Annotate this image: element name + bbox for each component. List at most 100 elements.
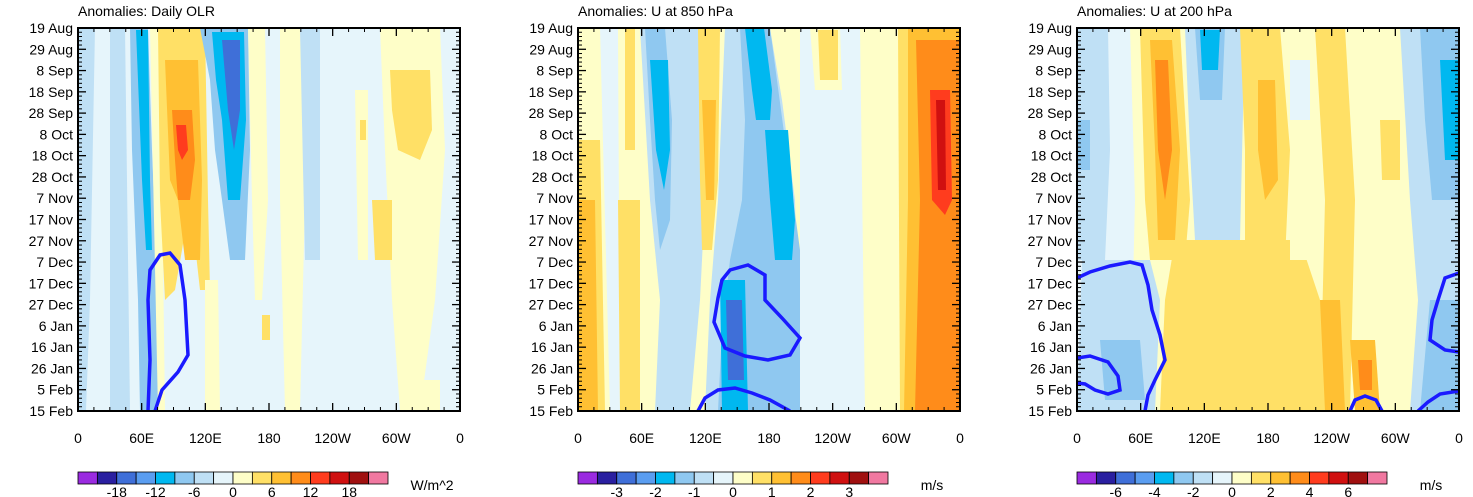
y-ticks: 19 Aug 29 Aug 8 Sep 18 Sep 28 Sep 8 Oct 18 Oct… xyxy=(529,20,960,419)
colorbar-label: 0 xyxy=(729,484,737,497)
colorbar-swatch xyxy=(674,471,695,485)
y-tick-label: 18 Oct xyxy=(532,148,573,164)
colorbar-label: -6 xyxy=(1110,484,1123,497)
x-tick-label: 0 xyxy=(574,430,582,446)
contour-line xyxy=(146,251,190,411)
colorbar-swatch xyxy=(1289,471,1310,485)
colorbar-swatch xyxy=(1367,471,1388,485)
panel-u850: Anomalies: U at 850 hPa xyxy=(529,3,964,497)
colorbar-swatch xyxy=(1328,471,1349,485)
y-tick-label: 16 Jan xyxy=(1030,339,1072,355)
colorbar-swatch xyxy=(1154,471,1175,485)
y-tick-label: 28 Sep xyxy=(529,105,574,121)
colorbar-swatch xyxy=(577,471,598,485)
y-tick-label: 5 Feb xyxy=(37,382,73,398)
colorbar-swatch xyxy=(713,471,734,485)
colorbar-label: -12 xyxy=(145,484,165,497)
y-tick-label: 19 Aug xyxy=(1028,20,1072,36)
colorbar-units: m/s xyxy=(921,477,944,493)
colorbar-swatch xyxy=(810,471,831,485)
x-ticks: 0 60E 120E 180 120W 60W 0 xyxy=(1073,28,1463,446)
y-tick-label: 7 Nov xyxy=(536,190,573,206)
y-tick-label: 18 Sep xyxy=(1028,84,1073,100)
colorbar-swatch xyxy=(1250,471,1272,485)
colorbar-swatch xyxy=(1076,471,1097,485)
colorbar-label: 12 xyxy=(303,484,319,497)
colorbar-swatch xyxy=(232,471,253,485)
y-tick-label: 15 Feb xyxy=(29,403,73,419)
y-tick-label: 29 Aug xyxy=(29,41,73,57)
x-tick-label: 120E xyxy=(1188,430,1221,446)
contour-line xyxy=(712,263,803,362)
colorbar: -3 -2 -1 0 1 2 3 m/s xyxy=(577,471,944,497)
y-tick-label: 17 Dec xyxy=(29,275,73,291)
colorbar-swatch xyxy=(155,471,176,485)
y-tick-label: 27 Dec xyxy=(529,297,573,313)
y-tick-label: 27 Nov xyxy=(1028,233,1072,249)
colorbar-swatch xyxy=(771,471,792,485)
colorbar-swatch xyxy=(290,471,311,485)
x-tick-label: 60E xyxy=(129,430,154,446)
plot-area xyxy=(1077,28,1459,411)
panel-u200: Anomalies: U at 200 hPa xyxy=(1028,3,1463,497)
y-tick-label: 17 Dec xyxy=(529,275,573,291)
x-tick-label: 60E xyxy=(629,430,654,446)
colorbar-swatch xyxy=(1270,471,1291,485)
colorbar-swatch xyxy=(96,471,118,485)
y-tick-label: 18 Oct xyxy=(1031,148,1072,164)
colorbar-swatch xyxy=(596,471,618,485)
contour-line xyxy=(696,386,791,411)
colorbar-label: 0 xyxy=(229,484,237,497)
y-tick-label: 26 Jan xyxy=(31,360,73,376)
x-tick-label: 0 xyxy=(456,430,464,446)
y-tick-label: 18 Sep xyxy=(29,84,74,100)
x-tick-label: 180 xyxy=(1256,430,1280,446)
colorbar-label: -18 xyxy=(107,484,127,497)
y-tick-label: 29 Aug xyxy=(1028,41,1072,57)
y-tick-label: 28 Sep xyxy=(1028,105,1073,121)
plot-area xyxy=(78,28,460,411)
x-tick-label: 120W xyxy=(314,430,351,446)
panel-title: Anomalies: Daily OLR xyxy=(78,3,215,19)
x-tick-label: 60W xyxy=(382,430,412,446)
colorbar-swatch xyxy=(135,471,156,485)
colorbar-swatch xyxy=(213,471,234,485)
colorbar-swatch xyxy=(848,471,870,485)
y-tick-label: 28 Oct xyxy=(1031,169,1072,185)
y-tick-label: 27 Nov xyxy=(529,233,573,249)
y-tick-label: 28 Oct xyxy=(32,169,73,185)
colorbar-label: 2 xyxy=(1267,484,1275,497)
colorbar-swatch xyxy=(616,471,637,485)
colorbar-swatch xyxy=(868,471,889,485)
colorbar-swatch xyxy=(251,471,273,485)
colorbar: -6 -4 -2 0 2 4 6 m/s xyxy=(1076,471,1442,497)
y-tick-label: 18 Oct xyxy=(32,148,73,164)
y-tick-label: 7 Dec xyxy=(1035,254,1072,270)
y-tick-label: 8 Oct xyxy=(1039,126,1073,142)
colorbar: -18 -12 -6 0 6 12 18 W/m^2 xyxy=(77,471,454,497)
panel-title: Anomalies: U at 850 hPa xyxy=(578,3,733,19)
x-ticks: 0 60E 120E 180 120W 60W 0 xyxy=(574,28,964,446)
contour-line xyxy=(1077,354,1122,396)
panel-title: Anomalies: U at 200 hPa xyxy=(1077,3,1232,19)
colorbar-swatch xyxy=(1095,471,1117,485)
y-tick-label: 15 Feb xyxy=(1028,403,1072,419)
colorbar-swatch xyxy=(348,471,370,485)
y-tick-label: 17 Nov xyxy=(529,212,573,228)
colorbar-swatch xyxy=(693,471,715,485)
panel-olr: Anomalies: Daily OLR xyxy=(29,3,464,497)
colorbar-swatch xyxy=(271,471,292,485)
x-tick-label: 0 xyxy=(956,430,964,446)
colorbar-label: 3 xyxy=(845,484,853,497)
y-tick-label: 7 Dec xyxy=(536,254,573,270)
colorbar-swatch xyxy=(1231,471,1252,485)
y-tick-label: 27 Dec xyxy=(1028,297,1072,313)
colorbar-label: -2 xyxy=(649,484,662,497)
y-tick-label: 18 Sep xyxy=(529,84,574,100)
x-tick-label: 60W xyxy=(1381,430,1411,446)
y-tick-label: 27 Nov xyxy=(29,233,73,249)
y-tick-label: 6 Jan xyxy=(39,318,73,334)
colorbar-swatch xyxy=(368,471,389,485)
colorbar-label: 0 xyxy=(1228,484,1236,497)
